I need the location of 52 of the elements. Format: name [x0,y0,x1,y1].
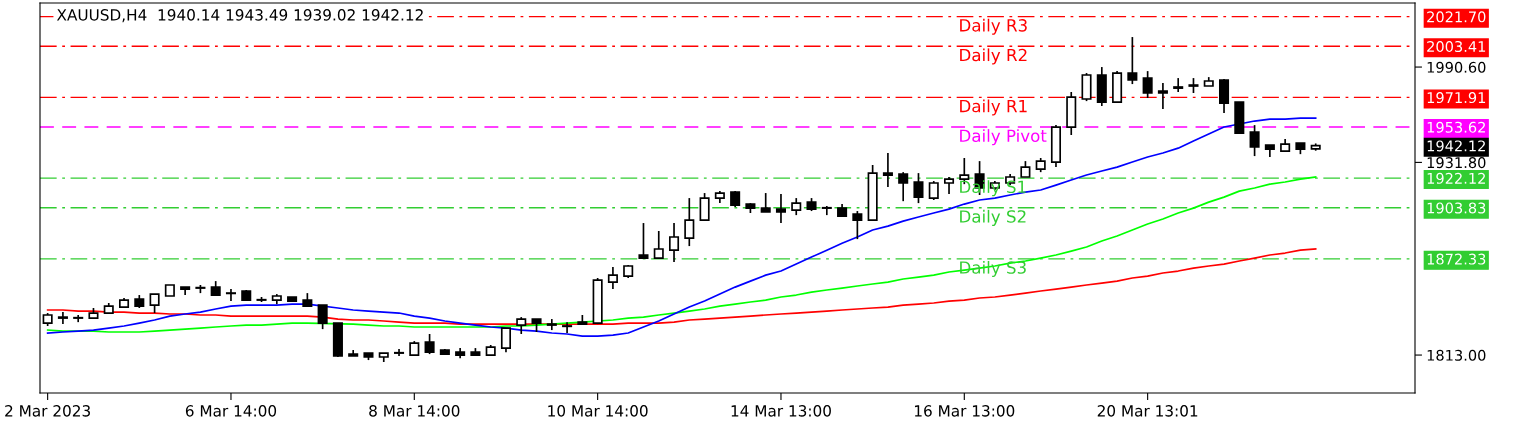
candlestick [913,172,924,204]
candlestick [57,311,68,325]
candlestick [225,288,237,302]
candlestick [1127,36,1138,85]
y-tick-label: 1813.00 [1427,349,1486,361]
y-tick-label: 1942.12 [1427,140,1485,152]
candlestick [684,197,695,247]
y-tick-label: 1971.91 [1427,92,1486,104]
y-tick-label: 1872.33 [1427,253,1486,265]
candlestick [317,304,328,330]
candlestick [653,230,664,259]
candlestick [821,205,832,216]
candlestick [775,193,787,224]
candlestick [928,180,939,201]
candlestick [1157,82,1168,110]
x-tick-label: 6 Mar 14:00 [185,405,277,417]
candlestick [760,192,771,213]
ref-line-label: Daily Pivot [960,129,1047,146]
x-tick-label: 20 Mar 13:01 [1097,405,1198,417]
candlestick [424,333,435,355]
ref-line-label: Daily S2 [960,209,1026,226]
y-tick-label: 2003.41 [1427,41,1486,53]
x-tick-label: 10 Mar 14:00 [548,405,648,417]
y-tick-label: 1990.60 [1427,61,1486,73]
x-tick-label: 8 Mar 14:00 [369,405,460,417]
y-tick-label: 1922.12 [1427,172,1485,184]
y-tick-label: 1953.62 [1427,121,1485,133]
candlestick [500,327,512,353]
y-tick-label: 1931.80 [1427,157,1486,169]
ref-line-label: Daily R1 [960,99,1027,116]
candlestick [1081,72,1092,102]
candlestick [1249,124,1260,157]
candlestick [852,210,863,240]
chart-title: XAUUSD,H4 1940.14 1943.49 1939.02 1942.12 [56,9,423,23]
x-tick-label: 16 Mar 13:00 [914,405,1015,417]
x-tick-label: 2 Mar 2023 [5,405,90,417]
candlestick [898,171,909,202]
candlestick [668,222,680,263]
x-tick-label: 14 Mar 13:00 [731,405,831,417]
candlestick [1218,78,1230,114]
candlestick [607,266,618,290]
candlestick [638,222,649,259]
y-tick-label: 2021.70 [1427,11,1486,23]
candlestick [149,293,160,314]
candlestick [699,192,710,221]
ref-line-label: Daily R3 [960,18,1027,35]
candlestick [1142,70,1153,99]
candlestick [1173,77,1184,93]
ref-line-label: Daily R2 [960,48,1027,65]
y-tick-label: 1903.83 [1427,202,1486,214]
candlestick [562,321,573,334]
candlestick [882,152,893,188]
